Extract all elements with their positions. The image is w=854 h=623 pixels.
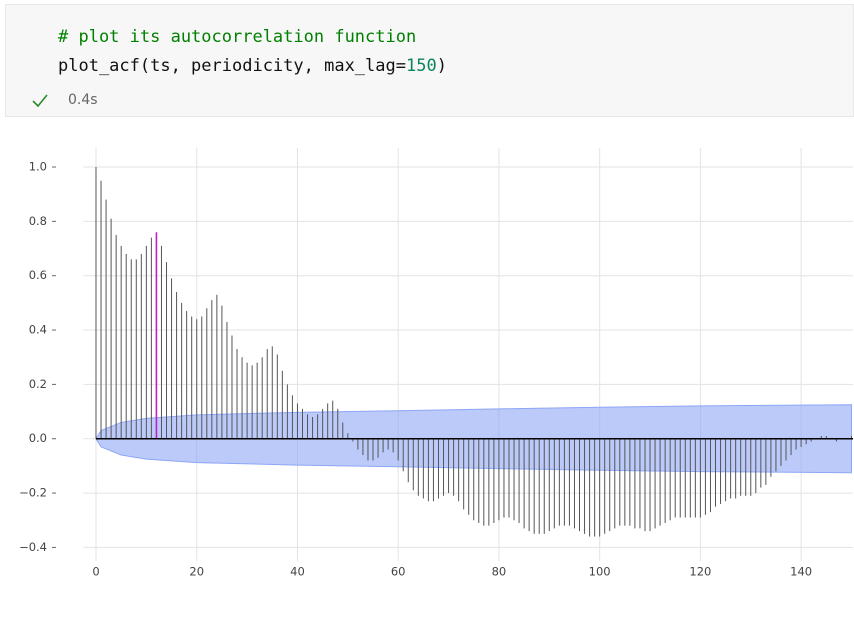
x-tick-label: 120 [689, 565, 711, 579]
code-text: plot_acf(ts, periodicity, max_lag= [58, 56, 406, 76]
y-tick-label: 0.6 [29, 268, 47, 282]
y-tick-label: 0.2 [29, 377, 47, 391]
success-icon [32, 94, 48, 108]
y-tick-label: 0.4 [29, 323, 47, 337]
x-tick-label: 60 [391, 565, 406, 579]
y-tick-label: 0.0 [29, 431, 47, 445]
x-tick-label: 40 [290, 565, 305, 579]
x-tick-label: 80 [492, 565, 507, 579]
x-tick-label: 0 [92, 565, 99, 579]
y-tick-label: 0.8 [29, 214, 47, 228]
x-tick-label: 100 [589, 565, 611, 579]
code-text: ) [436, 56, 447, 76]
y-tick-label: 1.0 [29, 160, 47, 174]
y-tick-label: −0.4 [19, 540, 47, 554]
execution-time: 0.4s [68, 92, 98, 108]
y-tick-label: −0.2 [19, 486, 47, 500]
code-number: 150 [406, 56, 437, 76]
x-tick-label: 20 [189, 565, 204, 579]
code-line: plot_acf(ts, periodicity, max_lag=150) [58, 56, 447, 76]
x-tick-label: 140 [790, 565, 812, 579]
code-comment: # plot its autocorrelation function [58, 27, 417, 47]
code-cell[interactable]: # plot its autocorrelation function plot… [5, 4, 854, 117]
